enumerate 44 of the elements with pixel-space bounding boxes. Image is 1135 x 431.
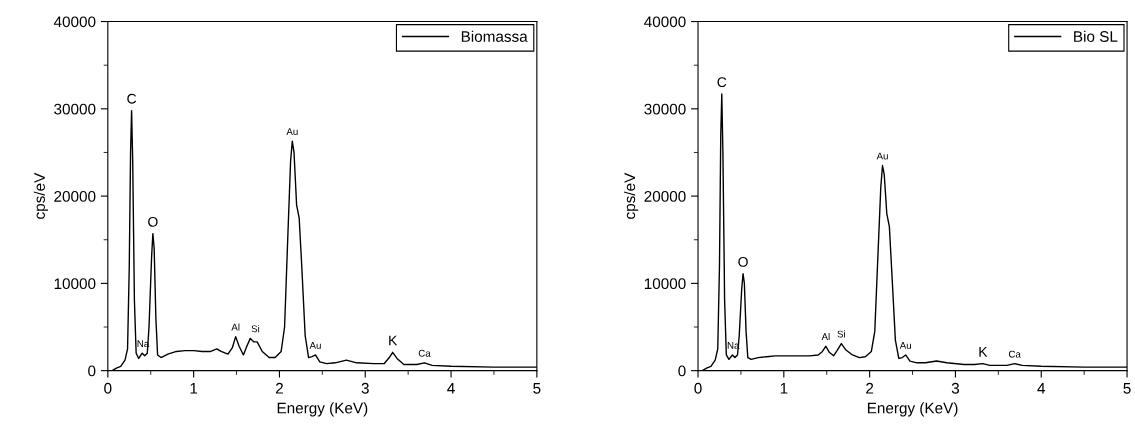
x-tick-label: 5 (1123, 383, 1131, 394)
y-tick-label: 30000 (644, 103, 686, 115)
y-tick-label: 0 (88, 365, 96, 377)
y-tick-label: 20000 (54, 190, 96, 202)
annotation: Si (251, 325, 260, 333)
annotation: C (717, 77, 727, 88)
x-tick-label: 0 (104, 382, 112, 394)
x-tick-label: 5 (533, 383, 541, 394)
annotation: Au (876, 152, 888, 160)
annotation: Ca (418, 349, 431, 357)
x-tick-label: 1 (190, 383, 198, 394)
y-tick-label: 10000 (54, 278, 96, 290)
y-axis-title: cps/eV (623, 172, 639, 219)
y-tick-label: 20000 (644, 190, 686, 202)
annotation: C (127, 93, 137, 104)
x-axis-title: Energy (KeV) (277, 402, 368, 417)
x-tick-label: 0 (694, 382, 702, 394)
annotation: Au (899, 342, 911, 349)
y-tick-label: 40000 (644, 16, 686, 28)
legend-label: Biomassa (461, 30, 528, 42)
annotation: O (738, 257, 748, 267)
x-axis-title: Energy (KeV) (867, 402, 958, 417)
annotation: Al (821, 332, 830, 341)
y-axis-title: cps/eV (33, 172, 48, 219)
y-tick-label: 10000 (644, 278, 686, 290)
annotation: Si (837, 330, 845, 338)
annotation: Au (309, 342, 321, 349)
x-tick-label: 4 (1037, 383, 1046, 394)
x-tick-label: 4 (447, 383, 455, 394)
annotation: Ca (1008, 350, 1021, 358)
y-tick-label: 0 (678, 365, 686, 377)
x-tick-label: 2 (866, 382, 874, 394)
x-tick-label: 1 (780, 383, 788, 394)
x-tick-label: 2 (275, 382, 283, 394)
annotation: K (389, 335, 398, 346)
legend-label: Bio SL (1074, 30, 1118, 42)
annotation: Al (231, 323, 240, 331)
annotation: K (979, 347, 988, 357)
annotation: Au (286, 128, 298, 136)
y-tick-label: 30000 (54, 103, 96, 115)
annotation: O (148, 216, 158, 227)
x-tick-label: 3 (951, 382, 960, 394)
x-tick-label: 3 (361, 382, 369, 394)
y-tick-label: 40000 (53, 16, 96, 28)
